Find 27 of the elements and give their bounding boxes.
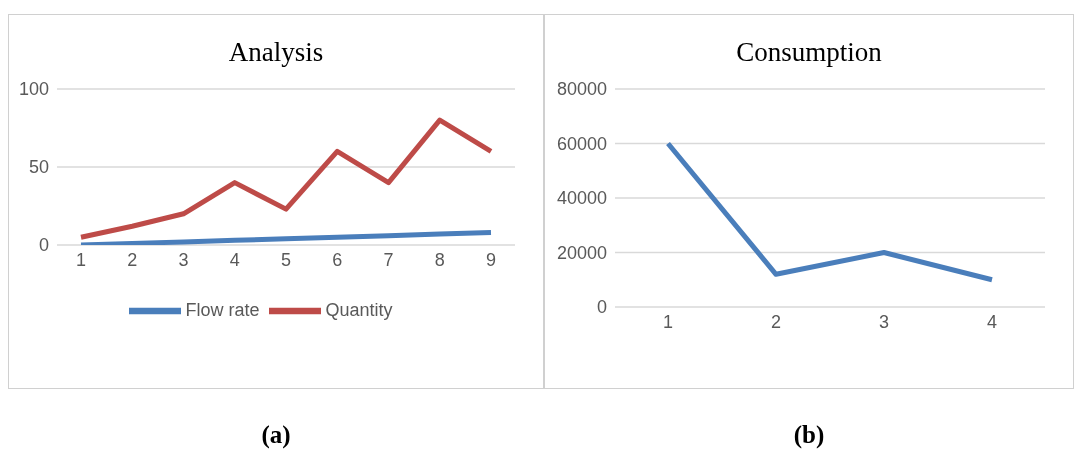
x-tick-label: 3 (178, 249, 189, 270)
y-tick-label: 50 (28, 157, 49, 178)
text: (b) (792, 421, 826, 449)
x-tick-label: 6 (332, 249, 343, 270)
text: (a) (260, 421, 292, 449)
legend-label: Flow rate (185, 299, 260, 320)
x-tick-label: 1 (75, 249, 87, 270)
x-tick-label: 5 (280, 249, 292, 270)
legend-label: Quantity (325, 299, 393, 320)
chart-title: Analysis (227, 36, 325, 69)
y-tick-label: 100 (18, 79, 49, 100)
x-tick-label: 4 (229, 249, 240, 270)
y-tick-label: 60000 (556, 133, 607, 154)
x-tick-label: 7 (383, 249, 394, 270)
y-tick-label: 20000 (556, 242, 607, 263)
y-tick-label: 80000 (556, 79, 607, 100)
x-tick-label: 9 (485, 249, 497, 270)
x-tick-label: 8 (434, 249, 445, 270)
y-tick-label: 0 (38, 235, 49, 256)
y-tick-label: 40000 (556, 188, 607, 209)
x-tick-label: 3 (878, 311, 890, 332)
x-tick-label: 1 (662, 311, 674, 332)
x-tick-label: 2 (770, 311, 782, 332)
chart-title: Consumption (735, 36, 883, 69)
x-tick-label: 2 (127, 249, 138, 270)
x-tick-label: 4 (986, 311, 998, 332)
y-tick-label: 0 (596, 297, 607, 318)
